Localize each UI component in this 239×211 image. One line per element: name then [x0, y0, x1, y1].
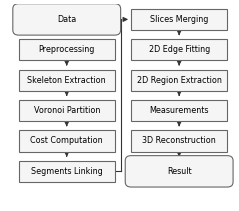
FancyBboxPatch shape	[19, 130, 115, 151]
FancyBboxPatch shape	[19, 100, 115, 121]
Text: Slices Merging: Slices Merging	[150, 15, 208, 24]
FancyBboxPatch shape	[13, 4, 121, 35]
FancyBboxPatch shape	[125, 156, 233, 187]
FancyBboxPatch shape	[131, 70, 227, 91]
Text: 2D Region Extraction: 2D Region Extraction	[137, 76, 222, 85]
FancyBboxPatch shape	[19, 161, 115, 182]
Text: Data: Data	[57, 15, 76, 24]
FancyBboxPatch shape	[131, 130, 227, 151]
FancyBboxPatch shape	[131, 100, 227, 121]
FancyBboxPatch shape	[131, 9, 227, 30]
Text: Preprocessing: Preprocessing	[38, 45, 95, 54]
Text: Cost Computation: Cost Computation	[30, 137, 103, 145]
FancyBboxPatch shape	[131, 39, 227, 60]
Text: Voronoi Partition: Voronoi Partition	[33, 106, 100, 115]
Text: 3D Reconstruction: 3D Reconstruction	[142, 137, 216, 145]
Text: 2D Edge Fitting: 2D Edge Fitting	[148, 45, 210, 54]
Text: Result: Result	[167, 167, 191, 176]
Text: Skeleton Extraction: Skeleton Extraction	[27, 76, 106, 85]
Text: Measurements: Measurements	[149, 106, 209, 115]
FancyBboxPatch shape	[19, 39, 115, 60]
Text: Segments Linking: Segments Linking	[31, 167, 103, 176]
FancyBboxPatch shape	[19, 70, 115, 91]
